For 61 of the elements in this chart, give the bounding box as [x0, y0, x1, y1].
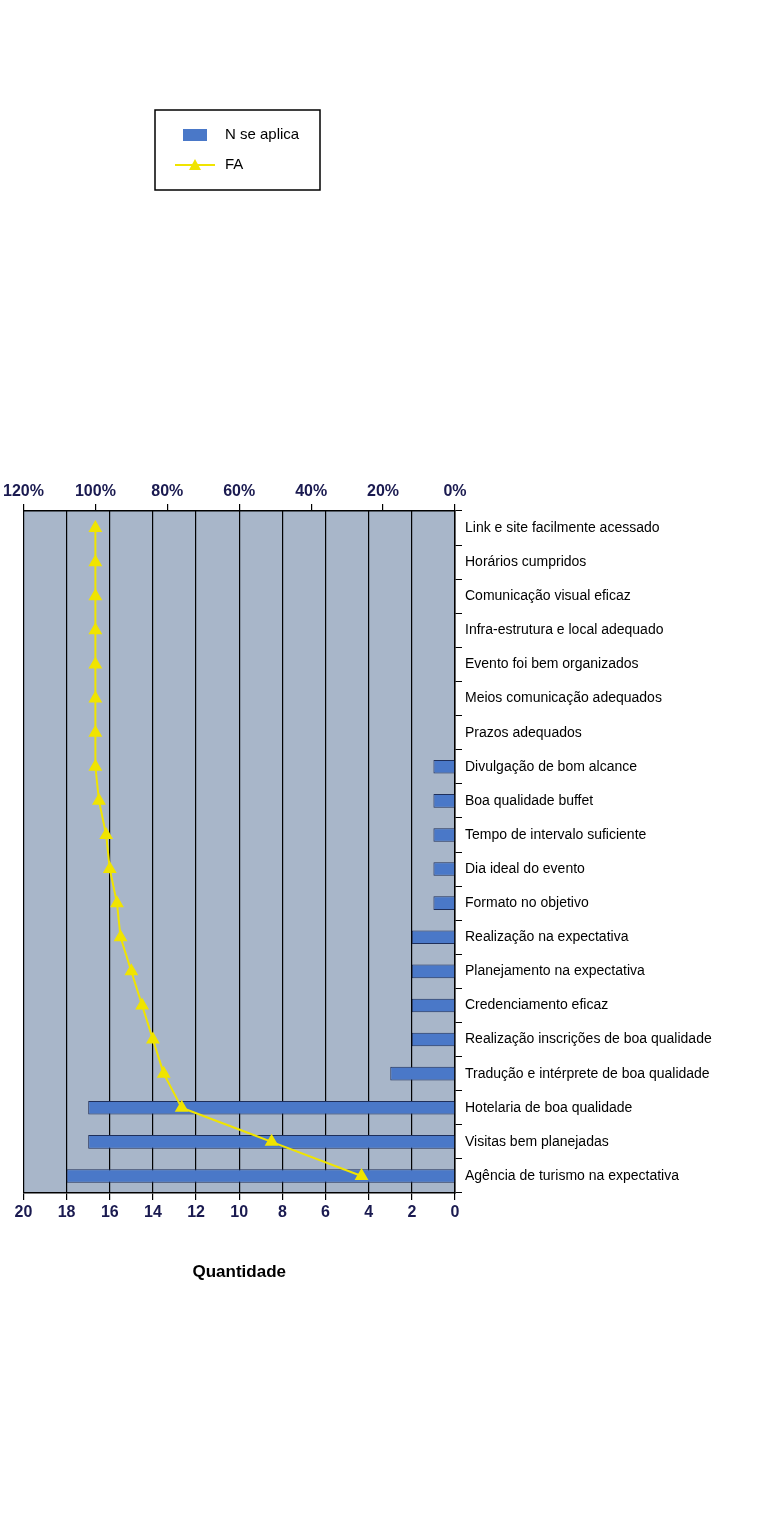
x2-tick-label: 20% [367, 481, 400, 499]
point [89, 759, 102, 771]
y-tick-label: Agência de turismo na expectativa [465, 1166, 680, 1183]
x2-tick-label: 0% [443, 481, 467, 499]
point [89, 691, 102, 703]
x-tick-label: 4 [364, 1203, 374, 1221]
x2-tick-label: 60% [223, 481, 256, 499]
x-tick-label: 12 [187, 1203, 206, 1221]
y-tick-label: Tradução e intérprete de boa qualidade [465, 1064, 710, 1081]
point [103, 862, 116, 874]
y-tick-label: Realização inscrições de boa qualidade [465, 1030, 712, 1047]
y-tick-label: Tempo de intervalo suficiente [465, 825, 647, 842]
x-tick-label: 14 [144, 1203, 162, 1221]
point [125, 964, 138, 976]
y-tick-label: Infra-estrutura e local adequado [465, 621, 664, 638]
y-tick-label: Divulgação de bom alcance [465, 757, 638, 774]
point [89, 589, 102, 601]
point [92, 793, 106, 805]
x-axis-title: Quantidade [192, 1262, 286, 1282]
x-tick-label: 0 [450, 1203, 460, 1221]
x2-tick-label: 100% [74, 481, 116, 499]
x2-tick-label: 120% [3, 481, 44, 499]
x-tick-label: 6 [321, 1203, 331, 1221]
y-tick-label: Meios comunicação adequados [465, 689, 662, 706]
y-tick-label: Evento foi bem organizados [465, 655, 639, 672]
y-tick-label: Hotelaria de boa qualidade [465, 1098, 633, 1115]
point [89, 521, 102, 533]
point [89, 725, 102, 737]
point [114, 930, 127, 942]
y-tick-label: Visitas bem planejadas [465, 1132, 609, 1149]
point [110, 896, 124, 908]
y-tick-label: Realização na expectativa [465, 928, 629, 945]
x-tick-label: 2 [407, 1203, 417, 1221]
y-tick-label: Planejamento na expectativa [465, 962, 645, 979]
x2-tick-label: 40% [295, 481, 328, 499]
point [157, 1066, 170, 1078]
x-tick-label: 10 [230, 1203, 249, 1221]
x-tick-label: 18 [57, 1203, 76, 1221]
legend-label: FA [225, 155, 244, 173]
x2-tick-label: 80% [151, 481, 184, 499]
y-tick-label: Horários cumpridos [465, 553, 587, 570]
point [175, 1100, 188, 1112]
point [99, 827, 113, 839]
point [355, 1168, 368, 1180]
y-tick-label: Credenciamento eficaz [465, 996, 609, 1013]
x-tick-label: 8 [277, 1203, 287, 1221]
y-tick-label: Boa qualidade buffet [465, 791, 594, 808]
point [135, 998, 149, 1010]
legend-label: N se aplica [225, 125, 300, 143]
point [146, 1032, 160, 1044]
x-tick-label: 16 [100, 1203, 119, 1221]
y-tick-label: Link e site facilmente acessado [465, 518, 660, 535]
y-tick-label: Comunicação visual eficaz [465, 587, 631, 604]
point [89, 657, 102, 669]
point [89, 555, 102, 567]
y-tick-label: Dia ideal do evento [465, 859, 586, 876]
y-tick-label: Prazos adequados [465, 723, 582, 740]
point [265, 1134, 278, 1146]
point [89, 623, 102, 635]
y-tick-label: Formato no objetivo [465, 894, 589, 911]
x-tick-label: 20 [14, 1203, 33, 1221]
